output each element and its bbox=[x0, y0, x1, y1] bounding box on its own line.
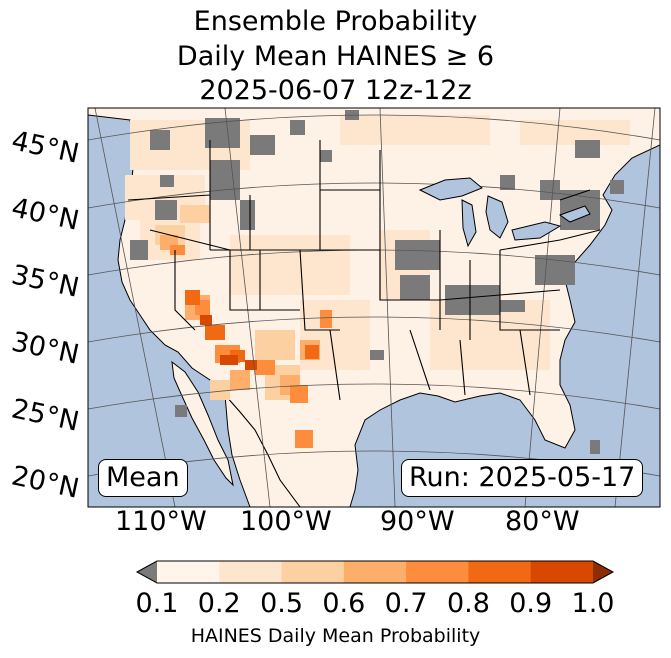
colorbar-over-arrow bbox=[593, 561, 613, 583]
great-lakes bbox=[418, 177, 591, 248]
colorbar-segment bbox=[530, 561, 594, 583]
title-line-1: Ensemble Probability bbox=[193, 6, 478, 37]
mexico-mainland bbox=[224, 393, 301, 507]
title-line-2: Daily Mean HAINES ≥ 6 bbox=[176, 41, 495, 72]
probability-cell bbox=[370, 350, 384, 360]
state-borders bbox=[127, 140, 601, 401]
latitude-line bbox=[88, 383, 660, 410]
longitude-line bbox=[94, 108, 176, 507]
probability-cell bbox=[305, 345, 319, 359]
colorbar-tick-label: 1.0 bbox=[571, 588, 615, 619]
colorbar-tick-label: 0.6 bbox=[322, 588, 366, 619]
probability-cell bbox=[540, 180, 560, 200]
lon-label-100w: 100°W bbox=[240, 506, 332, 537]
state-border bbox=[127, 140, 231, 331]
probability-cell bbox=[590, 440, 600, 454]
probability-cell bbox=[210, 380, 230, 400]
probability-cell bbox=[180, 205, 210, 223]
probability-cell bbox=[205, 325, 225, 340]
lon-label-80w: 80°W bbox=[505, 506, 580, 537]
state-border bbox=[210, 195, 330, 311]
colorbar-tick-label: 0.1 bbox=[135, 588, 179, 619]
probability-cell bbox=[500, 175, 515, 190]
mean-label: Mean bbox=[98, 459, 188, 497]
probability-cell bbox=[200, 315, 212, 325]
longitude-line bbox=[224, 108, 271, 507]
probability-cell bbox=[340, 115, 490, 145]
colorbar bbox=[135, 560, 615, 584]
probability-cell bbox=[155, 200, 177, 220]
colorbar-tick-label: 0.8 bbox=[446, 588, 490, 619]
probability-cell bbox=[175, 405, 187, 417]
probability-cell bbox=[535, 255, 575, 285]
state-border bbox=[299, 140, 440, 331]
probability-cell bbox=[320, 150, 332, 162]
longitude-line bbox=[379, 108, 396, 507]
probability-cell bbox=[240, 200, 255, 230]
probability-cell bbox=[255, 330, 295, 360]
probability-cell bbox=[150, 130, 170, 150]
colorbar-segment bbox=[406, 561, 469, 583]
probability-cell bbox=[185, 290, 200, 305]
probability-cell bbox=[320, 310, 332, 328]
map-area bbox=[88, 108, 660, 507]
colorbar-under-arrow bbox=[137, 561, 157, 583]
probability-cell bbox=[160, 175, 174, 187]
probability-cell bbox=[230, 370, 250, 390]
probability-cell bbox=[255, 360, 275, 375]
colorbar-tick-label: 0.2 bbox=[197, 588, 241, 619]
probability-cell bbox=[230, 235, 350, 295]
lon-label-90w: 90°W bbox=[380, 506, 455, 537]
probability-cell bbox=[130, 240, 148, 260]
probability-cell bbox=[395, 240, 440, 270]
state-border bbox=[329, 189, 601, 401]
colorbar-outline bbox=[135, 560, 615, 584]
colorbar-tick-label: 0.9 bbox=[509, 588, 553, 619]
longitude-line bbox=[614, 108, 656, 507]
probability-cell bbox=[295, 430, 313, 448]
title-line-3: 2025-06-07 12z-12z bbox=[199, 75, 472, 106]
probability-cell bbox=[400, 275, 430, 300]
latitude-line bbox=[88, 114, 660, 141]
probability-cell bbox=[170, 245, 185, 255]
colorbar-label: HAINES Daily Mean Probability bbox=[190, 625, 481, 647]
run-label: Run: 2025-05-17 bbox=[401, 459, 644, 497]
probability-cell bbox=[445, 285, 500, 315]
map-frame bbox=[87, 107, 661, 508]
colorbar-segment bbox=[281, 561, 345, 583]
probability-cell bbox=[500, 300, 525, 312]
lon-label-110w: 110°W bbox=[115, 506, 207, 537]
baja-peninsula bbox=[171, 360, 234, 487]
latitude-line bbox=[88, 182, 660, 209]
probability-cell bbox=[250, 135, 275, 155]
probability-cells bbox=[125, 110, 630, 454]
probability-cell bbox=[210, 160, 240, 200]
probability-cell bbox=[245, 360, 257, 370]
colorbar-tick-label: 0.5 bbox=[260, 588, 304, 619]
latitude-line bbox=[88, 316, 660, 343]
probability-cell bbox=[575, 140, 600, 158]
colorbar-segment bbox=[157, 561, 220, 583]
state-border bbox=[409, 239, 561, 396]
probability-cell bbox=[290, 120, 305, 135]
colorbar-segment bbox=[219, 561, 283, 583]
probability-cell bbox=[610, 180, 624, 194]
probability-cell bbox=[220, 355, 238, 365]
longitude-line bbox=[524, 108, 561, 507]
colorbar-tick-label: 0.7 bbox=[384, 588, 428, 619]
state-border bbox=[379, 150, 560, 340]
colorbar-segment bbox=[343, 561, 407, 583]
colorbar-segment bbox=[468, 561, 532, 583]
probability-cell bbox=[290, 385, 308, 403]
